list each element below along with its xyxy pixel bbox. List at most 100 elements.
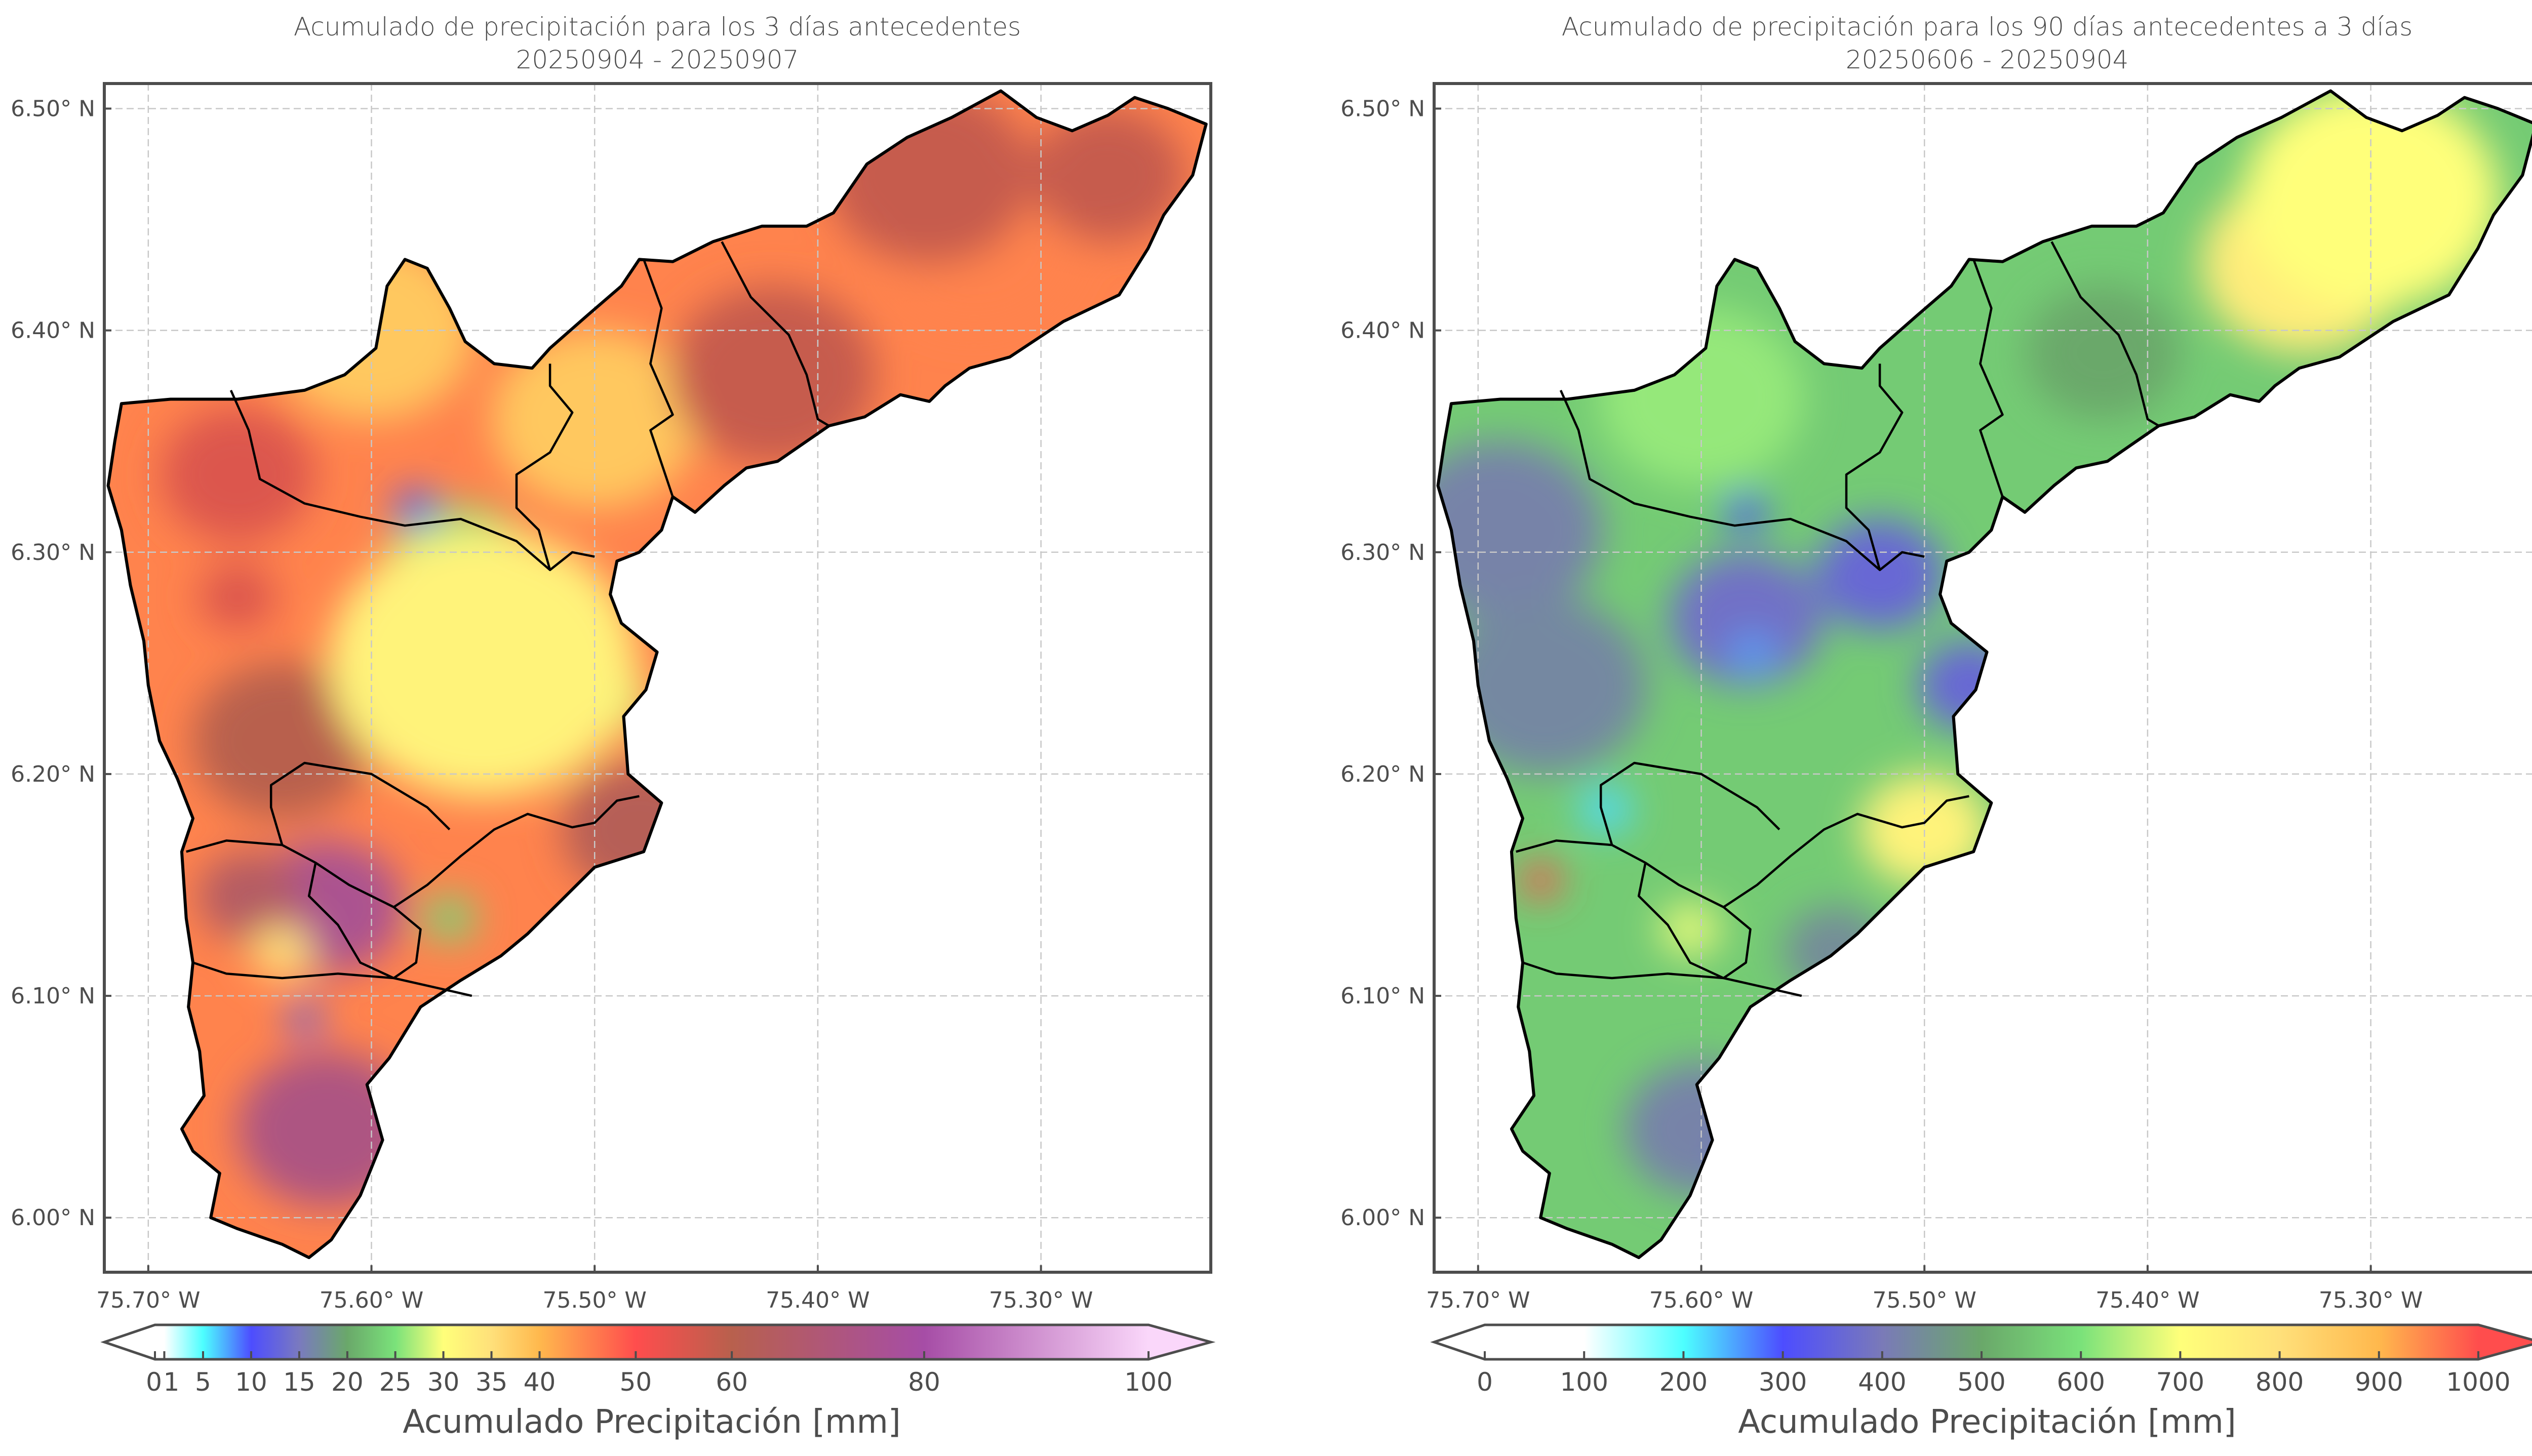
colorbar-tick-label: 35 bbox=[476, 1367, 508, 1397]
subbasin-boundary bbox=[186, 795, 640, 909]
colorbar-tick-label: 20 bbox=[331, 1367, 364, 1397]
colorbar-tick-label: 60 bbox=[716, 1367, 748, 1397]
right-colorbar-label: Acumulado Precipitación [mm] bbox=[1738, 1403, 2236, 1441]
field-feature bbox=[236, 1050, 417, 1207]
left-colorbar: 5 10 15 20 25 30 35 40 50 60 80 100 0 1 bbox=[100, 1323, 1216, 1397]
field-feature bbox=[424, 896, 476, 941]
colorbar-tick-label: 1000 bbox=[2446, 1367, 2510, 1397]
subbasin-boundary bbox=[1559, 389, 1925, 572]
field-feature bbox=[1726, 1135, 1788, 1189]
field-feature bbox=[251, 924, 313, 979]
subbasin-boundary bbox=[1972, 259, 2004, 498]
x-tick-label: 75.30° W bbox=[2319, 1287, 2423, 1313]
field-feature bbox=[670, 285, 876, 464]
y-tick-label: 6.50° N bbox=[11, 96, 95, 122]
colorbar-tick-label: 900 bbox=[2355, 1367, 2403, 1397]
subbasin-boundary bbox=[307, 862, 422, 980]
colorbar-tick-label: 15 bbox=[283, 1367, 315, 1397]
y-tick-label: 6.10° N bbox=[11, 983, 95, 1009]
right-panel-subtitle: 20250606 - 20250904 bbox=[1846, 45, 2129, 74]
subbasin-boundary bbox=[229, 389, 595, 572]
field-feature bbox=[197, 851, 300, 941]
colorbar-tick-label: 100 bbox=[1560, 1367, 1608, 1397]
subbasin-boundary bbox=[1599, 761, 1781, 845]
left-map-area: 75.70° W 75.60° W 75.50° W 75.40° W 75.30° W… bbox=[11, 82, 1212, 1313]
colorbar-tick-label: 80 bbox=[908, 1367, 940, 1397]
field-feature bbox=[199, 563, 276, 630]
y-tick-label: 6.00° N bbox=[11, 1205, 95, 1231]
field-feature bbox=[329, 529, 637, 797]
field-feature bbox=[286, 1002, 323, 1034]
colorbar-tick-label: 5 bbox=[195, 1367, 211, 1397]
x-tick-label: 75.50° W bbox=[1872, 1287, 1976, 1313]
left-colorbar-label: Acumulado Precipitación [mm] bbox=[403, 1403, 901, 1441]
colorbar-tick-label: 400 bbox=[1858, 1367, 1906, 1397]
colorbar-tick-label: 100 bbox=[1124, 1367, 1172, 1397]
colorbar-tick-label: 0 bbox=[146, 1367, 162, 1397]
basin-outline bbox=[1436, 89, 2532, 1260]
right-map-panel: Acumulado de precipitación para los 90 d… bbox=[1340, 12, 2532, 1441]
colorbar-tick-label: 300 bbox=[1759, 1367, 1807, 1397]
precipitation-field bbox=[108, 91, 1206, 1258]
colorbar-tick-label: 0 bbox=[1477, 1367, 1493, 1397]
subbasin-boundary bbox=[1637, 862, 1752, 980]
subbasin-boundary bbox=[192, 961, 472, 997]
y-tick-label: 6.00° N bbox=[1340, 1205, 1425, 1231]
x-tick-label: 75.70° W bbox=[1426, 1287, 1530, 1313]
field-feature bbox=[161, 408, 315, 542]
field-feature bbox=[192, 662, 372, 819]
left-panel-title: Acumulado de precipitación para los 3 dí… bbox=[294, 12, 1021, 42]
subbasin-boundary bbox=[721, 241, 830, 427]
y-tick-label: 6.30° N bbox=[11, 540, 95, 565]
field-feature bbox=[2026, 286, 2180, 420]
colorbar-tick-label: 700 bbox=[2156, 1367, 2204, 1397]
basin-outline bbox=[106, 89, 1208, 1260]
subbasin-boundary bbox=[1516, 795, 1969, 909]
colorbar-tick-label: 25 bbox=[379, 1367, 412, 1397]
subbasin-boundary bbox=[643, 259, 674, 498]
right-map-area: 75.70° W 75.60° W 75.50° W 75.40° W 75.30° W… bbox=[1340, 82, 2532, 1313]
colorbar-tick-label: 500 bbox=[1957, 1367, 2005, 1397]
field-feature bbox=[1442, 596, 1648, 775]
colorbar-over-arrow bbox=[1149, 1325, 1211, 1359]
field-feature bbox=[1815, 518, 1944, 630]
colorbar-tick-label: 50 bbox=[620, 1367, 652, 1397]
colorbar-tick-label: 40 bbox=[524, 1367, 556, 1397]
field-feature bbox=[1579, 787, 1631, 832]
axes-frame bbox=[103, 82, 1212, 1274]
field-feature bbox=[1732, 636, 1773, 672]
colorbar-under-arrow bbox=[104, 1325, 155, 1359]
colorbar-tick-label: 600 bbox=[2056, 1367, 2105, 1397]
x-tick-label: 75.60° W bbox=[1649, 1287, 1753, 1313]
x-tick-label: 75.40° W bbox=[2095, 1287, 2199, 1313]
y-tick-label: 6.10° N bbox=[1340, 983, 1425, 1009]
subbasin-boundary bbox=[1522, 961, 1802, 997]
colorbar-tick-label: 800 bbox=[2256, 1367, 2304, 1397]
y-tick-label: 6.40° N bbox=[11, 318, 95, 344]
field-feature bbox=[1438, 440, 1603, 620]
colorbar-tick-label: 1 bbox=[164, 1367, 180, 1397]
right-panel-title: Acumulado de precipitación para los 90 d… bbox=[1562, 12, 2412, 42]
y-tick-label: 6.20° N bbox=[1340, 761, 1425, 787]
subbasin-boundary bbox=[1845, 363, 1904, 571]
x-tick-label: 75.50° W bbox=[542, 1287, 646, 1313]
field-feature bbox=[1918, 640, 2021, 730]
field-feature bbox=[1659, 902, 1721, 956]
x-tick-label: 75.70° W bbox=[96, 1287, 200, 1313]
x-tick-label: 75.30° W bbox=[989, 1287, 1093, 1313]
y-tick-label: 6.40° N bbox=[1340, 318, 1425, 344]
colorbar-tick-label: 10 bbox=[235, 1367, 267, 1397]
precipitation-field bbox=[1438, 91, 2532, 1258]
left-panel-subtitle: 20250904 - 20250907 bbox=[516, 45, 799, 74]
right-colorbar: 0 100 200 300 400 500 600 700 800 900 1000 bbox=[1430, 1323, 2532, 1397]
field-feature bbox=[1669, 552, 1823, 686]
subbasin-boundary bbox=[269, 761, 451, 845]
field-feature bbox=[1725, 494, 1767, 531]
y-tick-label: 6.20° N bbox=[11, 761, 95, 787]
field-feature bbox=[1520, 862, 1561, 899]
x-tick-label: 75.40° W bbox=[766, 1287, 869, 1313]
colorbar-tick-label: 200 bbox=[1659, 1367, 1708, 1397]
field-feature bbox=[395, 490, 437, 526]
colorbar-under-arrow bbox=[1434, 1325, 1485, 1359]
